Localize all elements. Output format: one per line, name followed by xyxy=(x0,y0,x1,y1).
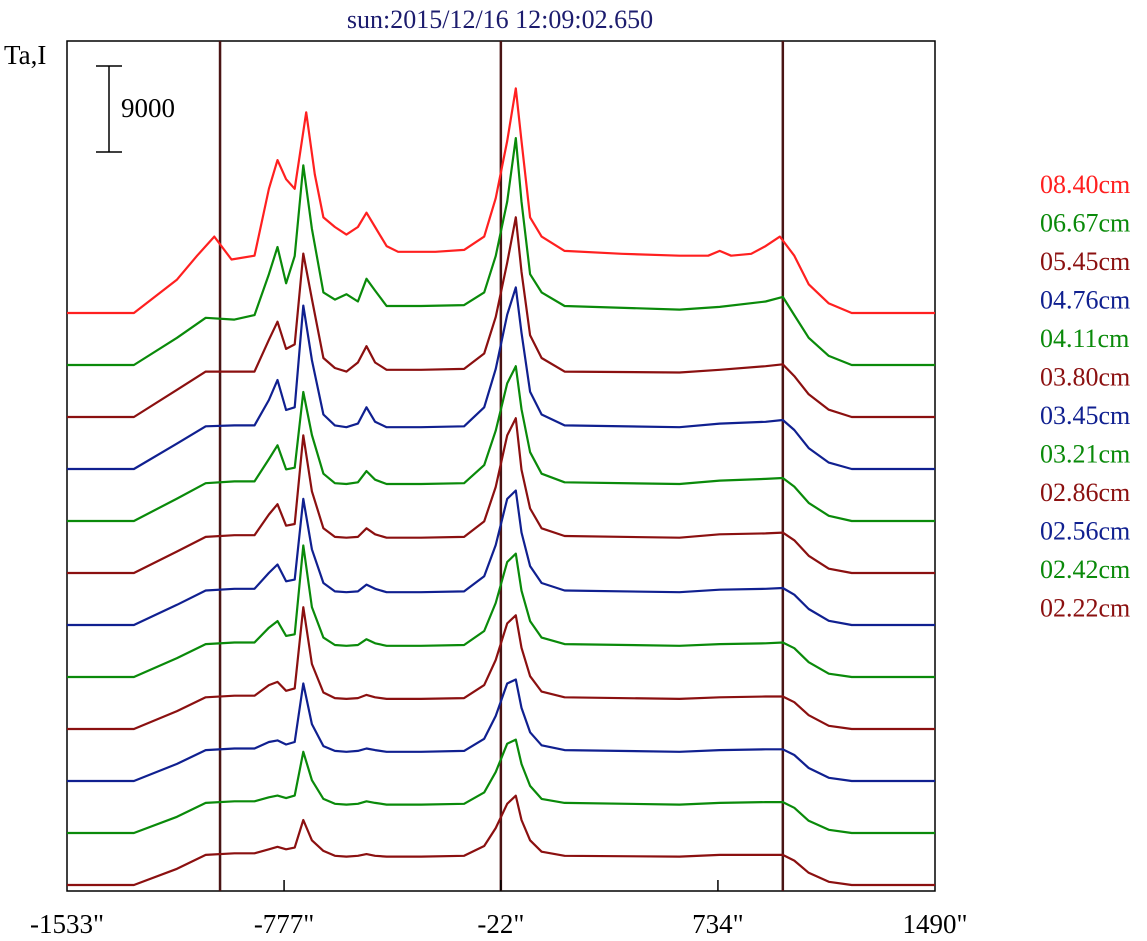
series-line-4 xyxy=(67,365,935,523)
legend-entry-2: 05.45cm xyxy=(1040,247,1130,276)
legend-entry-5: 03.80cm xyxy=(1040,363,1130,392)
x-tick-label-0: -1533" xyxy=(30,909,104,939)
legend: 08.40cm 06.67cm 05.45cm 04.76cm 04.11cm 03.80… xyxy=(1040,170,1130,623)
legend-entry-0: 08.40cm xyxy=(1040,170,1130,199)
scale-bar: 9000 xyxy=(96,65,175,153)
series-line-5 xyxy=(67,417,935,575)
series-lines xyxy=(67,87,935,887)
x-tick-label-3: 734" xyxy=(692,909,744,939)
legend-entry-4: 04.11cm xyxy=(1040,324,1129,353)
series-line-11 xyxy=(67,794,935,887)
legend-entry-1: 06.67cm xyxy=(1040,209,1130,238)
x-tick-label-4: 1490" xyxy=(902,909,967,939)
series-line-3 xyxy=(67,286,935,471)
legend-entry-3: 04.76cm xyxy=(1040,286,1130,315)
legend-entry-8: 02.86cm xyxy=(1040,478,1130,507)
legend-entry-9: 02.56cm xyxy=(1040,517,1130,546)
series-line-7 xyxy=(67,544,935,679)
scale-bar-label: 9000 xyxy=(121,93,175,123)
chart-title: sun:2015/12/16 12:09:02.650 xyxy=(347,5,653,34)
series-line-0 xyxy=(67,87,935,315)
legend-entry-11: 02.22cm xyxy=(1040,594,1130,623)
x-axis-ticks: -1533" -777" -22" 734" 1490" xyxy=(30,880,968,939)
x-tick-label-2: -22" xyxy=(477,909,524,939)
series-line-9 xyxy=(67,678,935,783)
series-line-2 xyxy=(67,216,935,419)
legend-entry-10: 02.42cm xyxy=(1040,555,1130,584)
y-axis-label: Ta,I xyxy=(4,40,46,70)
series-line-8 xyxy=(67,606,935,731)
series-line-1 xyxy=(67,137,935,367)
series-line-6 xyxy=(67,489,935,627)
legend-entry-6: 03.45cm xyxy=(1040,401,1130,430)
series-line-10 xyxy=(67,738,935,835)
legend-entry-7: 03.21cm xyxy=(1040,440,1130,469)
x-tick-label-1: -777" xyxy=(254,909,315,939)
